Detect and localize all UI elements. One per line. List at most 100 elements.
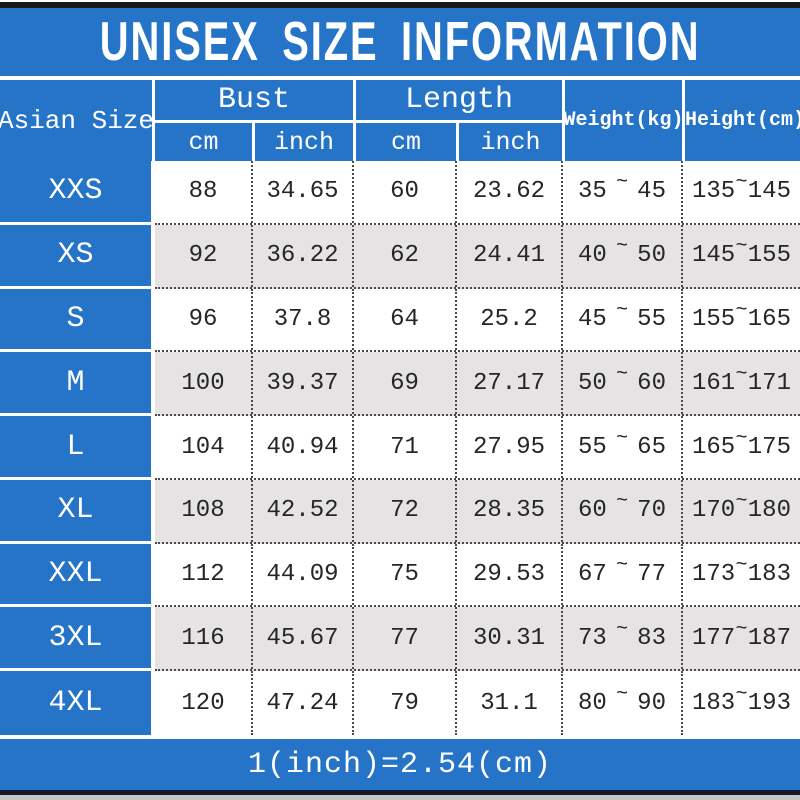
row-values: 104 40.94 71 27.95 55 ~ 65 165 ~ 175 (155, 416, 800, 480)
bust-cm-value: 112 (181, 561, 225, 589)
length-inch-value: 23.62 (455, 161, 561, 223)
bust-cm-value: 96 (188, 305, 218, 333)
top-black-bar (0, 2, 800, 8)
bust-cm-value: 88 (188, 178, 218, 206)
table-row-xs: XS 92 36.22 62 24.41 40 ~ 50 145 ~ 155 (0, 224, 800, 289)
bust-inch-value: 40.94 (251, 416, 352, 478)
table-row-3xl: 3XL 116 45.67 77 30.31 73 ~ 83 177 ~ 187 (0, 607, 800, 672)
table-body: XXS 88 34.65 60 23.62 35 ~ 45 135 ~ 145 … (0, 161, 800, 736)
weight-range: 80 ~ 90 (561, 671, 681, 736)
bust-cm-value: 120 (181, 689, 225, 717)
size-label: XL (0, 479, 155, 544)
top-white-strip (0, 0, 800, 2)
bust-cm-value: 100 (181, 369, 225, 397)
bust-inch-value: 36.22 (251, 224, 352, 287)
height-max: 145 (747, 178, 791, 206)
weight-range: 67 ~ 77 (561, 543, 681, 606)
weight-range: 50 ~ 60 (561, 352, 681, 415)
weight-max: 65 (637, 433, 666, 461)
size-label: XS (0, 224, 155, 289)
page-title: UNISEX SIZE INFORMATION (99, 10, 701, 72)
height-min: 165 (692, 433, 736, 461)
tilde-separator: ~ (615, 362, 628, 386)
weight-min: 50 (578, 369, 607, 397)
length-cm-value: 75 (352, 543, 455, 606)
bust-cm-value: 104 (181, 433, 225, 461)
length-inch-value: 29.53 (455, 543, 561, 606)
size-label: S (0, 288, 155, 353)
weight-max: 60 (637, 369, 666, 397)
length-inch-value: 30.31 (455, 607, 561, 670)
height-range: 177 ~ 187 (681, 607, 800, 670)
length-cm-value: 71 (352, 416, 455, 478)
table-row-m: M 100 39.37 69 27.17 50 ~ 60 161 ~ 171 (0, 352, 800, 417)
weight-min: 45 (578, 305, 607, 333)
tilde-separator: ~ (735, 171, 748, 195)
length-inch-value: 24.41 (455, 224, 561, 287)
row-values: 116 45.67 77 30.31 73 ~ 83 177 ~ 187 (155, 607, 800, 672)
tilde-separator: ~ (735, 235, 748, 259)
row-values: 92 36.22 62 24.41 40 ~ 50 145 ~ 155 (155, 224, 800, 289)
weight-max: 45 (637, 178, 666, 206)
table-row-xxl: XXL 112 44.09 75 29.53 67 ~ 77 173 ~ 183 (0, 543, 800, 608)
height-range: 161 ~ 171 (681, 352, 800, 415)
weight-range: 45 ~ 55 (561, 288, 681, 351)
weight-min: 80 (578, 689, 607, 717)
header-length-inch: inch (459, 123, 562, 161)
length-inch-value: 25.2 (455, 288, 561, 351)
size-label: XXL (0, 543, 155, 608)
length-cm-value: 64 (352, 288, 455, 351)
height-range: 135 ~ 145 (681, 161, 800, 223)
height-min: 170 (692, 497, 736, 525)
weight-min: 35 (578, 178, 607, 206)
header-asian-size: Asian Size (0, 80, 154, 161)
height-min: 135 (692, 178, 736, 206)
tilde-separator: ~ (615, 490, 628, 514)
weight-range: 55 ~ 65 (561, 416, 681, 478)
tilde-separator: ~ (735, 362, 748, 386)
length-inch-value: 31.1 (455, 671, 561, 736)
row-values: 108 42.52 72 28.35 60 ~ 70 170 ~ 180 (155, 479, 800, 544)
row-values: 120 47.24 79 31.1 80 ~ 90 183 ~ 193 (155, 671, 800, 736)
title-bar: UNISEX SIZE INFORMATION (0, 8, 800, 76)
tilde-separator: ~ (615, 554, 628, 578)
bust-cm-value: 108 (181, 497, 225, 525)
conversion-note: 1(inch)=2.54(cm) (247, 747, 553, 782)
height-max: 180 (747, 497, 791, 525)
bottom-gray-strip (0, 795, 800, 800)
height-range: 145 ~ 155 (681, 224, 800, 287)
height-min: 173 (692, 561, 736, 589)
bust-inch-value: 44.09 (251, 543, 352, 606)
tilde-separator: ~ (735, 490, 748, 514)
row-values: 88 34.65 60 23.62 35 ~ 45 135 ~ 145 (155, 161, 800, 225)
header-bust: Bust (155, 80, 353, 120)
height-min: 161 (692, 369, 736, 397)
bust-inch-value: 42.52 (251, 479, 352, 542)
header-height: Height(cm) (685, 80, 800, 161)
length-inch-value: 28.35 (455, 479, 561, 542)
row-values: 96 37.8 64 25.2 45 ~ 55 155 ~ 165 (155, 288, 800, 353)
bust-cm-value: 116 (181, 624, 225, 652)
length-cm-value: 79 (352, 671, 455, 736)
tilde-separator: ~ (615, 298, 628, 322)
tilde-separator: ~ (735, 682, 748, 706)
weight-max: 50 (637, 242, 666, 270)
table-row-l: L 104 40.94 71 27.95 55 ~ 65 165 ~ 175 (0, 416, 800, 480)
tilde-separator: ~ (615, 171, 628, 195)
weight-min: 40 (578, 242, 607, 270)
table-header: Asian Size Bust Length cm inch cm inch W… (0, 80, 800, 161)
title-divider (0, 76, 800, 80)
bust-cm-value: 92 (188, 242, 218, 270)
length-inch-value: 27.95 (455, 416, 561, 478)
height-max: 193 (747, 689, 791, 717)
header-bust-inch: inch (255, 123, 353, 161)
weight-min: 55 (578, 433, 607, 461)
height-max: 171 (747, 369, 791, 397)
size-label: XXS (0, 161, 155, 225)
height-min: 183 (692, 689, 736, 717)
tilde-separator: ~ (735, 298, 748, 322)
height-max: 165 (747, 305, 791, 333)
weight-range: 40 ~ 50 (561, 224, 681, 287)
conversion-note-bar: 1(inch)=2.54(cm) (0, 735, 800, 790)
